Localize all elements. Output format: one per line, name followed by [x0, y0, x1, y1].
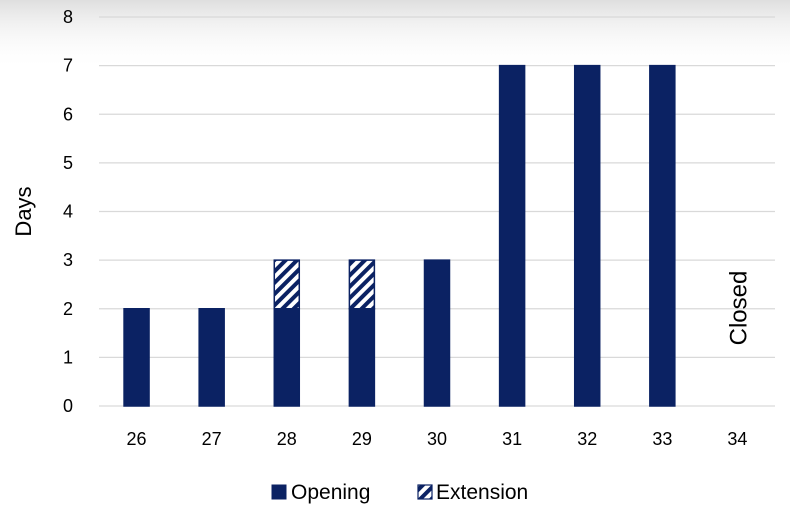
x-tick-label: 26 — [127, 429, 147, 449]
bar-opening-32 — [573, 64, 601, 407]
legend-swatch-extension — [417, 484, 433, 500]
y-tick-label: 2 — [63, 299, 73, 319]
bar-opening-33 — [649, 64, 676, 407]
bar-opening-27 — [198, 308, 225, 407]
y-axis-label: Days — [11, 186, 36, 236]
y-tick-label: 5 — [63, 153, 73, 173]
bar-extension-29 — [348, 259, 376, 310]
legend-label-opening: Opening — [291, 481, 370, 504]
y-tick-label: 1 — [63, 347, 73, 367]
y-tick-label: 3 — [63, 250, 73, 270]
x-tick-label: 34 — [727, 429, 747, 449]
bar-opening-31 — [498, 64, 526, 407]
x-tick-label: 31 — [502, 429, 522, 449]
x-tick-label: 28 — [277, 429, 297, 449]
x-tick-labels: 26 27 28 29 30 31 32 33 34 — [127, 429, 748, 449]
legend: Opening Extension — [271, 481, 528, 504]
x-tick-label: 33 — [652, 429, 672, 449]
bar-opening-28 — [273, 308, 301, 407]
legend-label-extension: Extension — [436, 481, 528, 504]
y-tick-label: 6 — [63, 104, 73, 124]
y-tick-label: 7 — [63, 56, 73, 76]
bar-opening-30 — [423, 259, 451, 407]
x-tick-label: 27 — [202, 429, 222, 449]
y-tick-labels: 0 1 2 3 4 5 6 7 8 — [63, 7, 73, 416]
bar-opening-29 — [348, 308, 376, 407]
x-tick-label: 29 — [352, 429, 372, 449]
y-tick-label: 8 — [63, 7, 73, 27]
bar-opening-26 — [123, 308, 150, 407]
x-tick-label: 30 — [427, 429, 447, 449]
legend-swatch-opening — [271, 484, 287, 500]
y-tick-label: 4 — [63, 202, 73, 222]
bar-extension-28 — [273, 259, 301, 310]
y-tick-label: 0 — [63, 396, 73, 416]
top-shading — [0, 0, 790, 70]
closed-annotation: Closed — [725, 271, 752, 346]
bars — [123, 64, 676, 407]
x-tick-label: 32 — [577, 429, 597, 449]
